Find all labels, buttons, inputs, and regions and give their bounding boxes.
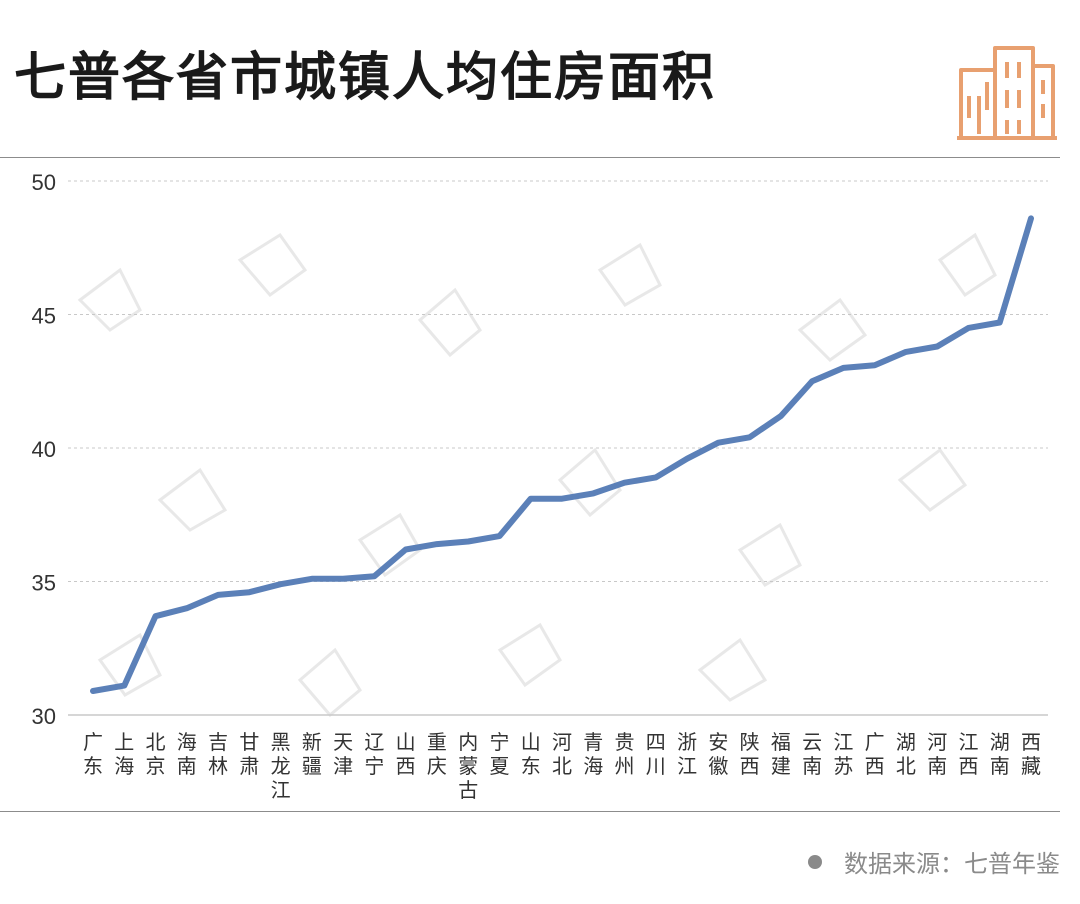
x-tick-label: 天津 [333, 730, 353, 778]
x-tick-label: 山东 [521, 730, 541, 778]
x-tick-label: 广西 [865, 730, 885, 778]
x-tick-label: 湖南 [990, 730, 1010, 778]
source-note: 数据来源：七普年鉴 [844, 850, 1060, 878]
x-tick-label: 福建 [771, 730, 791, 778]
data-point [309, 576, 315, 582]
data-point [371, 573, 377, 579]
y-tick-label: 45 [32, 304, 56, 329]
x-tick-label: 新疆 [302, 730, 322, 778]
data-point [778, 413, 784, 419]
x-tick-label: 山西 [396, 730, 416, 778]
y-axis-ticks: 30 35 40 45 50 [32, 170, 56, 729]
x-tick-label: 江苏 [833, 730, 853, 778]
data-point [559, 496, 565, 502]
data-point [403, 546, 409, 552]
data-point [903, 349, 909, 355]
x-tick-label: 河北 [552, 730, 572, 778]
x-tick-label: 云南 [802, 730, 822, 778]
x-tick-label: 西藏 [1021, 730, 1041, 778]
data-point [684, 456, 690, 462]
data-point [622, 480, 628, 486]
x-tick-label: 海南 [177, 730, 197, 778]
data-point [747, 434, 753, 440]
data-point [965, 325, 971, 331]
y-tick-label: 35 [32, 571, 56, 596]
x-tick-label: 上海 [114, 730, 134, 778]
y-tick-label: 40 [32, 437, 56, 462]
x-tick-label: 辽宁 [364, 730, 384, 778]
data-point [715, 440, 721, 446]
series-line-layer [90, 215, 1034, 694]
data-point [340, 576, 346, 582]
page-title: 七普各省市城镇人均住房面积 [14, 48, 717, 108]
x-tick-label: 内蒙古 [458, 730, 478, 802]
data-point [184, 605, 190, 611]
x-tick-label: 河南 [927, 730, 947, 778]
data-point [153, 613, 159, 619]
data-point [653, 474, 659, 480]
top-rule [0, 157, 1060, 158]
data-point [1028, 215, 1034, 221]
buildings-icon [957, 46, 1057, 140]
data-point [997, 320, 1003, 326]
data-point [934, 344, 940, 350]
x-tick-label: 甘肃 [239, 730, 259, 778]
data-point [246, 589, 252, 595]
x-tick-label: 湖北 [896, 730, 916, 778]
x-tick-label: 宁夏 [489, 730, 509, 778]
data-point [809, 378, 815, 384]
x-axis-ticks: 广东上海北京海南吉林甘肃黑龙江新疆天津辽宁山西重庆内蒙古宁夏山东河北青海贵州四川… [83, 730, 1041, 802]
y-tick-label: 50 [32, 170, 56, 195]
series-line [90, 215, 1034, 694]
x-tick-label: 浙江 [677, 730, 697, 778]
data-point [496, 533, 502, 539]
x-tick-label: 吉林 [208, 730, 228, 778]
x-tick-label: 四川 [646, 730, 666, 778]
x-tick-label: 北京 [146, 730, 166, 778]
data-point [840, 365, 846, 371]
bullet-icon [808, 854, 822, 869]
data-point [434, 541, 440, 547]
x-tick-label: 安徽 [708, 730, 728, 778]
x-tick-label: 江西 [958, 730, 978, 778]
data-point [278, 581, 284, 587]
y-tick-label: 30 [32, 704, 56, 729]
x-tick-label: 青海 [583, 730, 603, 778]
x-tick-label: 黑龙江 [271, 730, 291, 802]
x-tick-label: 陕西 [740, 730, 760, 778]
x-tick-label: 重庆 [427, 730, 447, 778]
bottom-rule [0, 811, 1060, 812]
data-point [590, 490, 596, 496]
data-point [465, 538, 471, 544]
data-point [872, 362, 878, 368]
footer: 数据来源：七普年鉴 [808, 844, 1060, 879]
x-tick-label: 广东 [83, 730, 103, 778]
data-point [215, 592, 221, 598]
data-point [528, 496, 534, 502]
grid-layer [68, 180, 1048, 716]
x-tick-label: 贵州 [615, 730, 635, 778]
data-point [90, 688, 96, 694]
data-point [121, 683, 127, 689]
